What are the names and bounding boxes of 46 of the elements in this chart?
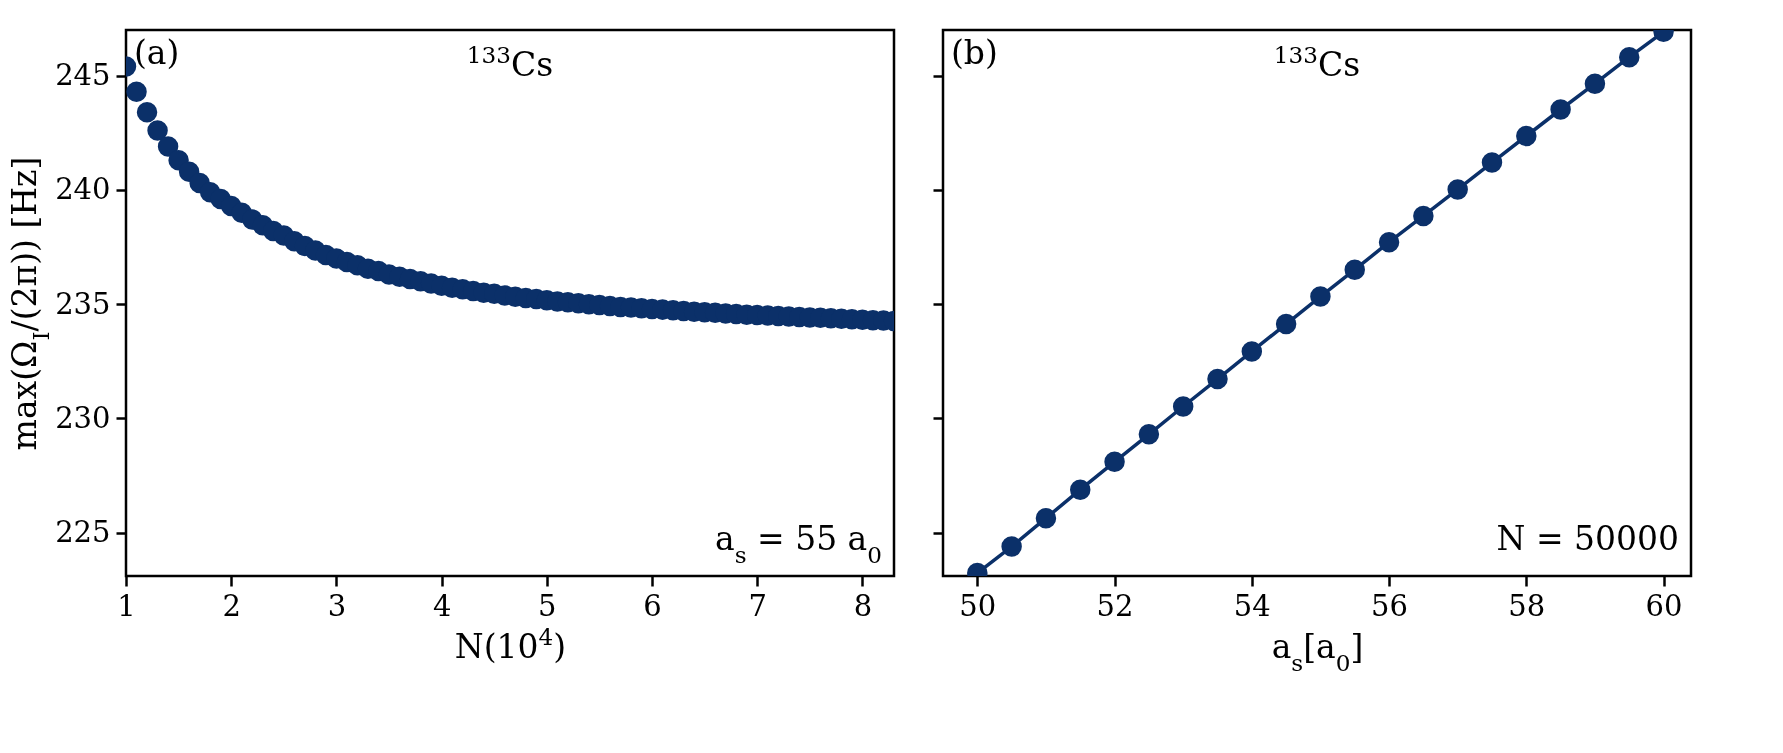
point [1104,451,1125,472]
point [1584,73,1606,94]
point [1138,424,1160,445]
x-tick-label: 1 [117,588,136,623]
y-tick-label: 225 [55,515,111,550]
point [1344,259,1365,280]
point [1172,396,1194,417]
y-tick-label: 230 [55,400,111,435]
point [1001,536,1022,557]
x-tick-label: 3 [327,588,347,623]
annotation: N = 50000 [1496,519,1679,558]
point [1481,152,1503,173]
point [1618,46,1640,68]
x-tick-label: 54 [1233,588,1271,623]
annotation: (a) [134,33,180,72]
x-tick-label: 4 [432,588,452,623]
point [1310,286,1331,307]
point [1413,205,1434,227]
point [1378,232,1400,253]
x-axis-title: N(10$^{4}$) [454,623,567,666]
y-tick-label: 235 [55,286,111,321]
x-tick-label: 5 [538,588,557,623]
point [1207,368,1228,390]
point [1275,313,1297,335]
x-tick-label: 6 [643,588,662,623]
point [1447,179,1468,200]
y-tick-label: 240 [55,172,111,207]
point [1550,99,1571,120]
x-tick-label: 52 [1096,588,1134,623]
annotation: a$_{s}$ = 55 a$_{0}$ [714,519,882,568]
x-tick-label: 2 [222,588,241,623]
point [1035,507,1057,529]
annotation: $^{133}$Cs [466,42,554,84]
annotation: (b) [951,33,998,72]
x-tick-label: 50 [959,588,997,623]
point [1241,341,1263,362]
x-tick-label: 58 [1508,588,1546,623]
point [1070,479,1091,500]
annotation: $^{133}$Cs [1273,42,1361,84]
point [1516,125,1537,147]
y-tick-label: 245 [55,58,111,93]
x-axis-title: a$_{s}$[a$_{0}$] [1271,626,1364,676]
x-tick-label: 56 [1371,588,1409,623]
x-tick-label: 60 [1645,588,1683,623]
x-tick-label: 8 [853,588,873,623]
x-tick-label: 7 [748,588,767,623]
